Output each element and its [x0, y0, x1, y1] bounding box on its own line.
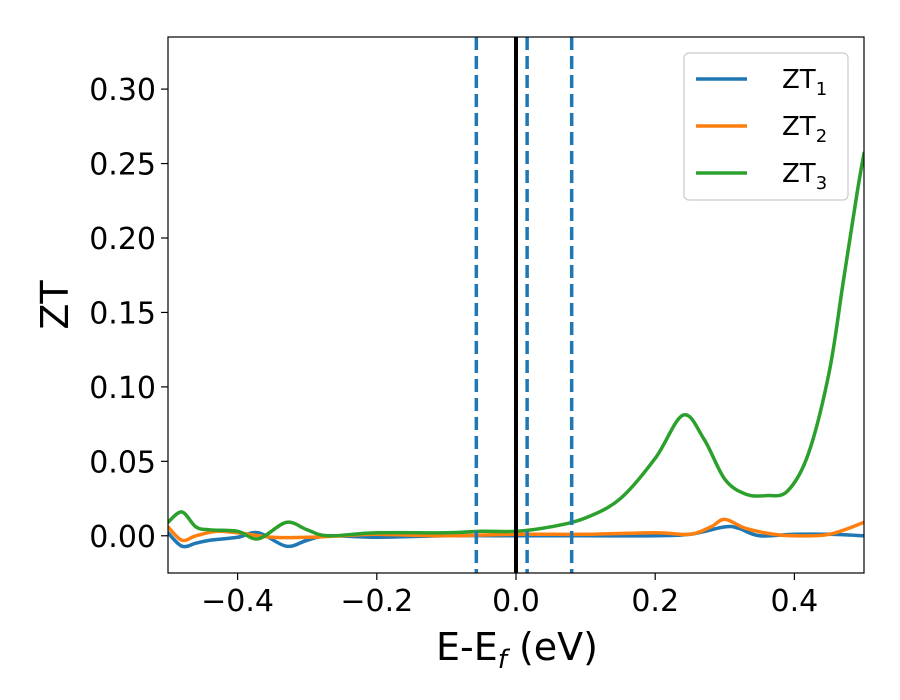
legend-label-zt2: ZT2: [782, 112, 827, 147]
x-tick-label: 0.4: [771, 584, 819, 619]
y-axis-label: ZT: [33, 280, 77, 330]
legend: ZT1 ZT2 ZT3: [683, 52, 849, 201]
x-tick-label: 0.2: [631, 584, 679, 619]
y-tick-label: 0.00: [89, 520, 156, 555]
series-line-zt3: [168, 151, 864, 541]
x-axis: −0.4 −0.2 0.0 0.2 0.4: [201, 573, 818, 619]
x-axis-label: E-Ef (eV): [436, 625, 598, 675]
x-tick-label: 0.0: [492, 584, 540, 619]
x-tick-label: −0.2: [340, 584, 413, 619]
y-axis: 0.00 0.05 0.10 0.15 0.20 0.25 0.30: [89, 73, 168, 555]
legend-label-zt1: ZT1: [782, 65, 827, 100]
legend-box: [683, 52, 849, 201]
y-tick-label: 0.10: [89, 371, 156, 406]
y-tick-label: 0.20: [89, 222, 156, 257]
x-tick-label: −0.4: [201, 584, 274, 619]
y-tick-label: 0.05: [89, 445, 156, 480]
y-tick-label: 0.25: [89, 148, 156, 183]
y-tick-label: 0.15: [89, 296, 156, 331]
plot-area: [168, 37, 864, 573]
legend-label-zt3: ZT3: [782, 159, 827, 194]
y-tick-label: 0.30: [89, 73, 156, 108]
